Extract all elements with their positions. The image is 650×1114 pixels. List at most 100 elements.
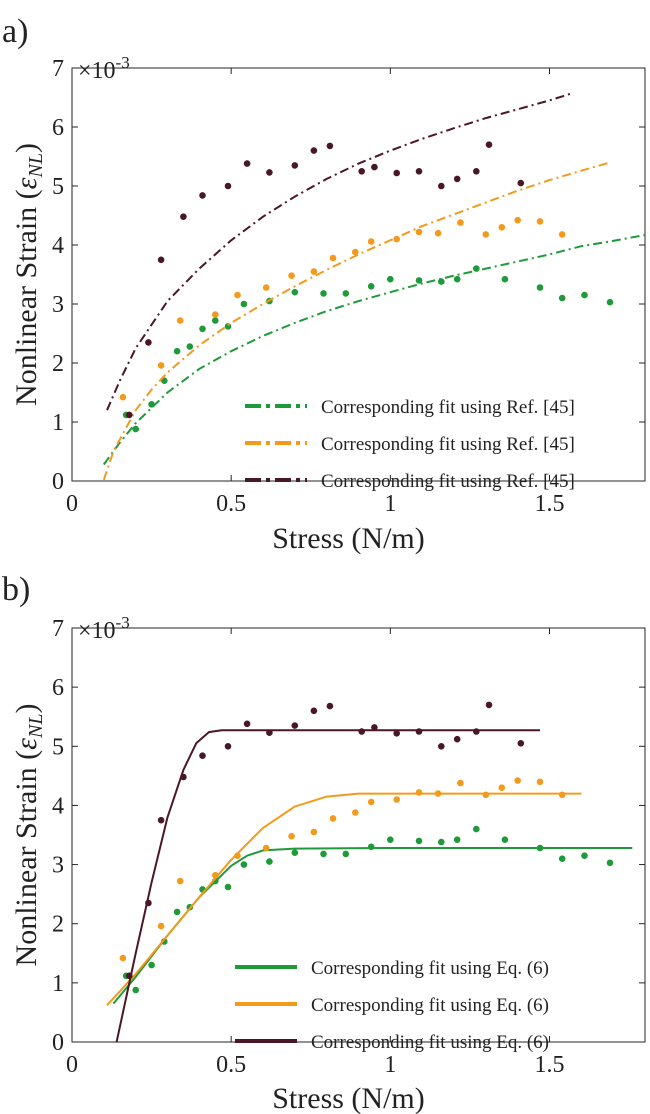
data-point-series-1: [148, 961, 155, 969]
y-tick-label: 2: [52, 351, 64, 377]
data-point-series-3: [291, 162, 299, 169]
fit-line-series-3: [115, 729, 540, 1042]
x-tick-label: 0: [66, 1052, 78, 1078]
data-point-series-3: [180, 213, 187, 220]
data-point-series-2: [310, 268, 318, 275]
data-point-series-1: [132, 986, 139, 994]
data-point-series-3: [438, 182, 445, 190]
data-point-series-1: [606, 859, 614, 867]
x-tick-label: 0: [66, 491, 78, 517]
data-point-series-2: [536, 778, 544, 786]
data-point-series-2: [352, 809, 359, 816]
data-point-series-1: [438, 278, 445, 285]
axis-exponent-base: ×10: [78, 58, 116, 84]
data-point-series-1: [438, 838, 445, 846]
data-point-series-1: [342, 290, 350, 297]
x-axis-label: Stress (N/m): [272, 1082, 425, 1114]
data-point-series-2: [234, 291, 241, 299]
data-point-series-1: [453, 275, 461, 283]
data-point-series-2: [176, 877, 184, 885]
data-point-series-1: [558, 294, 566, 302]
data-point-series-3: [145, 339, 152, 346]
data-point-series-3: [371, 163, 378, 171]
data-point-series-1: [291, 849, 299, 856]
legend: Corresponding fit using Ref. [45] Corresp…: [245, 397, 575, 492]
axis-exponent-power: -3: [116, 613, 130, 632]
data-point-series-1: [224, 883, 232, 891]
data-point-series-2: [310, 828, 318, 836]
fit-line-series-1: [102, 234, 645, 466]
x-tick-label: 0.5: [216, 491, 246, 517]
data-point-series-1: [291, 288, 299, 296]
data-point-series-1: [342, 850, 350, 858]
data-point-series-2: [457, 779, 464, 787]
plot-area-frame: [71, 627, 646, 1043]
data-point-series-3: [224, 182, 232, 190]
chart-panel-b: b) 0 1 2 3 4 5 6 7 0 0.5 1 1.5 ×10-3 Stress (N/m) Nonli…: [2, 571, 646, 1114]
chart-panel-a: a) 0 1 2 3 4 5 6 7 0 0.5 1 1.5 ×10-3 Stress (N/m) Nonli…: [2, 13, 646, 555]
data-point-series-1: [148, 401, 155, 408]
data-point-series-2: [288, 272, 295, 280]
data-point-series-2: [262, 844, 270, 852]
fit-line-series-2: [102, 161, 611, 481]
fit-line-series-1: [112, 847, 633, 1005]
data-point-series-2: [157, 922, 165, 930]
data-point-series-3: [517, 740, 525, 747]
data-point-series-2: [329, 254, 337, 262]
data-point-series-1: [212, 317, 219, 324]
data-point-series-3: [199, 192, 206, 199]
data-point-series-2: [536, 218, 544, 225]
data-point-series-3: [358, 728, 366, 735]
data-point-series-3: [266, 729, 273, 736]
y-axis-label-symbol: ε: [10, 177, 43, 189]
data-point-series-3: [358, 168, 366, 175]
y-tick-label: 4: [52, 233, 64, 259]
data-point-series-3: [291, 722, 299, 729]
legend-label-series-1: Corresponding fit using Ref. [45]: [321, 397, 575, 418]
data-point-series-3: [224, 743, 232, 750]
data-point-series-3: [199, 752, 206, 759]
data-point-series-2: [415, 789, 423, 796]
data-point-series-3: [310, 707, 318, 715]
data-point-series-3: [180, 773, 187, 781]
data-point-series-3: [243, 160, 251, 167]
y-tick-label: 1: [52, 971, 64, 997]
y-axis-label-text: Nonlinear Strain (: [10, 189, 43, 406]
data-point-series-1: [558, 855, 566, 862]
data-point-series-3: [126, 972, 133, 980]
data-point-series-2: [157, 362, 165, 369]
data-point-series-2: [482, 791, 490, 799]
x-axis-label: Stress (N/m): [272, 522, 425, 555]
panel-label: b): [2, 571, 30, 608]
data-point-series-1: [581, 291, 588, 299]
x-tick-label: 1: [384, 491, 396, 517]
data-point-series-1: [266, 858, 273, 865]
data-point-series-3: [453, 175, 461, 183]
data-point-series-3: [393, 169, 401, 177]
data-point-series-3: [473, 728, 480, 735]
data-point-series-3: [415, 728, 423, 735]
y-axis-label: Nonlinear Strain (εNL): [10, 704, 47, 967]
data-point-series-1: [415, 837, 423, 845]
data-point-series-3: [326, 702, 334, 710]
data-point-series-3: [145, 899, 152, 907]
y-tick-label: 2: [52, 912, 64, 938]
data-point-series-3: [393, 730, 401, 737]
x-tick-label: 1.5: [535, 1052, 565, 1078]
data-point-series-1: [501, 836, 509, 843]
data-point-series-1: [473, 825, 480, 833]
legend-label-series-3: Corresponding fit using Ref. [45]: [321, 471, 575, 492]
data-point-series-1: [186, 343, 194, 350]
y-axis-label: Nonlinear Strain (εNL): [10, 143, 47, 406]
data-point-series-1: [453, 836, 461, 843]
data-point-series-2: [498, 224, 506, 231]
y-tick-label: 6: [52, 675, 64, 701]
data-point-series-1: [173, 347, 181, 355]
data-point-series-2: [393, 235, 401, 243]
data-point-series-2: [212, 871, 219, 879]
data-point-series-2: [482, 231, 490, 238]
data-point-series-2: [498, 784, 506, 791]
y-tick-label: 7: [52, 616, 64, 642]
legend-label-series-3: Corresponding fit using Eq. (6): [311, 1032, 549, 1053]
data-point-series-2: [558, 231, 566, 238]
